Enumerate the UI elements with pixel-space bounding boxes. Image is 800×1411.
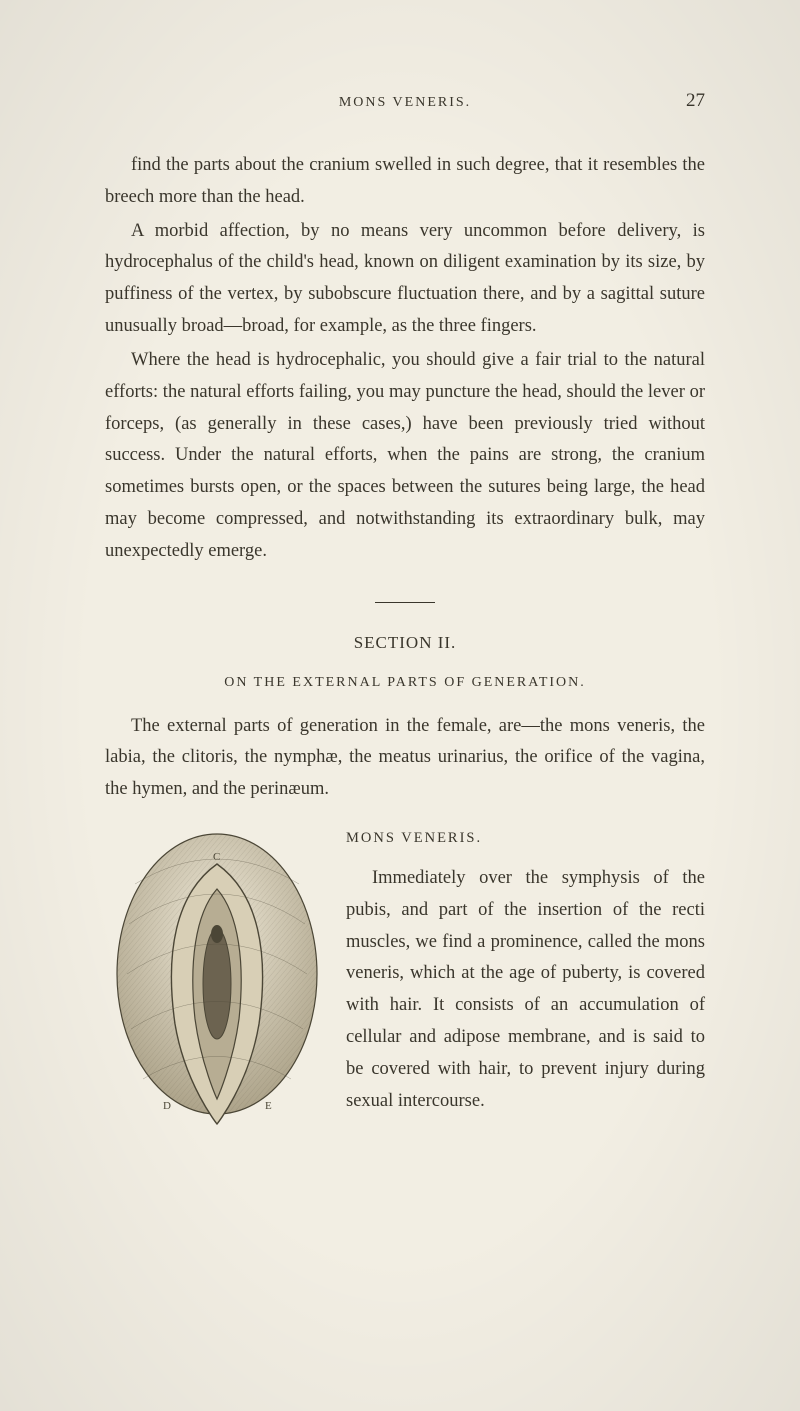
mons-heading: MONS VENERIS.	[346, 826, 705, 851]
page: MONS VENERIS. 27 find the parts about th…	[0, 0, 800, 1411]
page-header: MONS VENERIS. 27	[105, 90, 705, 112]
subsection-title: ON THE EXTERNAL PARTS OF GENERATION.	[105, 675, 705, 691]
mons-paragraph: Immediately over the symphysis of the pu…	[346, 863, 705, 1118]
text-column: MONS VENERIS. Immediately over the symph…	[346, 824, 705, 1117]
running-head: MONS VENERIS.	[145, 95, 665, 111]
section-divider	[375, 602, 435, 603]
figure-column: D E C	[105, 824, 330, 1164]
svg-text:C: C	[213, 851, 220, 863]
paragraph-3: Where the head is hydrocephalic, you sho…	[105, 345, 705, 568]
two-column-region: D E C MONS VENERIS. Immediately over the…	[105, 824, 705, 1164]
body-text-block: find the parts about the cranium swelled…	[105, 150, 705, 568]
page-number: 27	[665, 90, 705, 112]
anatomical-figure: D E C	[105, 824, 330, 1159]
section-intro: The external parts of generation in the …	[105, 711, 705, 806]
intro-paragraph: The external parts of generation in the …	[105, 711, 705, 806]
section-title: SECTION II.	[105, 633, 705, 653]
paragraph-2: A morbid affection, by no means very unc…	[105, 216, 705, 343]
svg-text:D: D	[163, 1100, 171, 1112]
paragraph-1: find the parts about the cranium swelled…	[105, 150, 705, 214]
svg-text:E: E	[265, 1100, 272, 1112]
